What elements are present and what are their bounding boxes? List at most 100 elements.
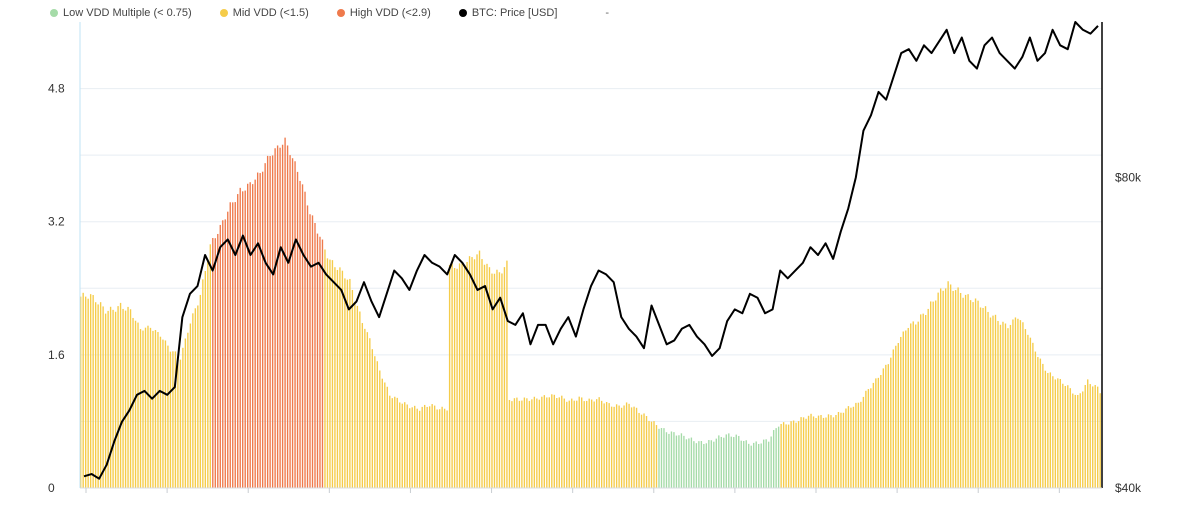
vdd-bar — [516, 397, 518, 488]
vdd-bar — [409, 408, 411, 488]
vdd-bar — [252, 184, 254, 488]
vdd-bar — [423, 404, 426, 488]
vdd-bar — [872, 382, 875, 488]
legend-item-mid[interactable]: Mid VDD (<1.5) — [219, 7, 309, 19]
vdd-bar — [999, 324, 1002, 488]
vdd-bar — [1084, 385, 1086, 488]
vdd-bar — [127, 306, 129, 488]
vdd-bar — [197, 305, 199, 488]
legend-item-price[interactable]: BTC: Price [USD] — [458, 7, 557, 19]
vdd-bar — [643, 413, 645, 488]
vdd-bar — [738, 435, 740, 488]
vdd-bar — [306, 205, 309, 488]
vdd-bar — [984, 306, 987, 488]
vdd-bar — [925, 315, 927, 488]
vdd-bar — [249, 182, 251, 488]
vdd-bar — [518, 400, 521, 488]
vdd-bar — [192, 313, 194, 488]
vdd-bar — [344, 278, 346, 488]
vdd-bar — [600, 400, 603, 488]
vdd-bar — [977, 300, 979, 488]
vdd-bar — [613, 406, 615, 488]
vdd-bar — [458, 263, 461, 488]
vdd-bar — [1057, 378, 1059, 488]
vdd-bar — [1059, 378, 1061, 488]
vdd-bar — [855, 402, 857, 488]
vdd-bar — [703, 444, 705, 488]
vdd-bar — [324, 249, 326, 488]
vdd-bar — [787, 424, 790, 488]
vdd-bar — [830, 415, 832, 488]
vdd-bar — [875, 378, 877, 488]
vdd-bar — [595, 399, 598, 488]
vdd-bar — [242, 191, 244, 488]
vdd-bar — [994, 314, 997, 488]
vdd-bar — [615, 404, 618, 488]
vdd-bar — [234, 202, 236, 488]
vdd-bar — [792, 420, 795, 488]
vdd-bar — [511, 401, 513, 488]
vdd-bar — [164, 340, 167, 488]
vdd-bar — [356, 305, 359, 488]
vdd-bar — [556, 398, 558, 488]
vdd-bar — [942, 290, 944, 488]
price-line-layer — [83, 21, 1099, 480]
vdd-bar — [1019, 320, 1022, 488]
vdd-bar — [765, 439, 767, 488]
vdd-bar — [954, 290, 957, 488]
vdd-bar — [256, 172, 259, 489]
vdd-bar — [782, 422, 785, 488]
vdd-bar — [443, 408, 446, 488]
y-right-tick-label: $80k — [1115, 170, 1142, 184]
vdd-bar — [207, 261, 209, 488]
vdd-bar — [1064, 386, 1066, 488]
vdd-bar — [404, 402, 406, 488]
vdd-bar — [723, 437, 725, 488]
vdd-bar — [174, 351, 177, 488]
vdd-bar — [389, 395, 391, 488]
vdd-bar — [541, 396, 543, 488]
vdd-bar — [653, 421, 655, 488]
vdd-bar — [683, 435, 685, 488]
vdd-bar — [952, 290, 954, 488]
vdd-bar — [321, 239, 324, 488]
vdd-bar — [92, 295, 94, 488]
vdd-bars — [80, 137, 1101, 489]
vdd-bar — [593, 401, 595, 488]
vdd-bar — [374, 356, 376, 488]
vdd-bar — [199, 294, 202, 488]
vdd-bar — [523, 397, 526, 488]
vdd-bar — [982, 307, 984, 488]
vdd-bar — [548, 397, 550, 488]
vdd-bar — [822, 417, 825, 488]
vdd-bar — [536, 398, 538, 488]
vdd-bar — [897, 343, 899, 488]
vdd-bar — [910, 323, 912, 488]
vdd-bar — [134, 320, 137, 488]
vdd-bar — [466, 261, 468, 488]
legend-item-high[interactable]: High VDD (<2.9) — [336, 7, 431, 19]
vdd-bar — [670, 431, 673, 488]
vdd-bar — [1094, 385, 1096, 488]
vdd-bar — [860, 401, 862, 488]
vdd-bar — [633, 406, 635, 488]
vdd-bar — [456, 268, 458, 488]
vdd-bar — [124, 310, 127, 488]
vdd-bar — [673, 432, 675, 488]
vdd-bar — [232, 202, 234, 488]
legend-swatch-price — [458, 9, 467, 17]
vdd-bar — [463, 265, 466, 488]
vdd-bar — [217, 233, 219, 488]
legend-item-low[interactable]: Low VDD Multiple (< 0.75) — [50, 7, 192, 19]
vdd-bar — [169, 351, 172, 488]
vdd-bar — [660, 428, 663, 488]
vdd-bar — [700, 441, 703, 488]
legend-extra: - — [605, 7, 610, 19]
vdd-bar — [705, 443, 708, 488]
vdd-bar — [1087, 379, 1089, 488]
vdd-bar — [503, 267, 506, 488]
vdd-bar — [496, 269, 498, 488]
vdd-bar — [152, 330, 154, 488]
vdd-bar — [927, 308, 929, 488]
vdd-bar — [419, 410, 421, 488]
